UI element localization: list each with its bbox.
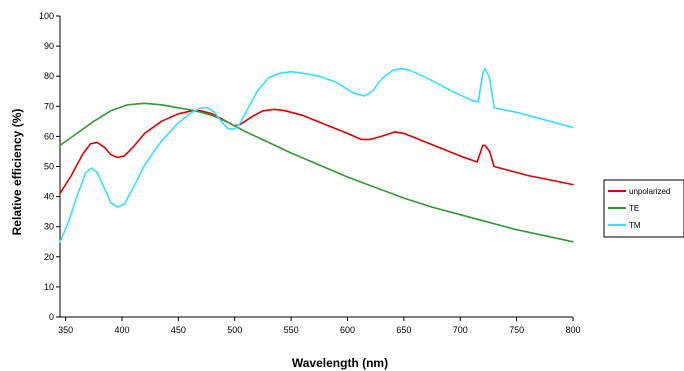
x-tick-label: 700: [453, 325, 468, 335]
y-tick-label: 20: [44, 252, 54, 262]
y-tick-label: 50: [44, 162, 54, 172]
series-line-unpolarized: [59, 108, 574, 195]
y-tick-label: 0: [49, 312, 54, 322]
legend: unpolarized TE TM: [603, 179, 684, 238]
y-tick-label: 90: [44, 41, 54, 51]
x-tick-label: 500: [227, 325, 242, 335]
legend-label: TE: [629, 204, 639, 213]
y-tick-label: 60: [44, 131, 54, 141]
y-tick-label: 40: [44, 192, 54, 202]
x-tick-label: 400: [114, 325, 129, 335]
y-tick-label: 80: [44, 71, 54, 81]
x-axis-title: Wavelength (nm): [292, 356, 388, 370]
x-tick-label: 650: [396, 325, 411, 335]
y-tick-label: 30: [44, 222, 54, 232]
legend-label: unpolarized: [629, 187, 670, 196]
x-tick-label: 800: [565, 325, 580, 335]
y-tick-label: 70: [44, 101, 54, 111]
x-tick-label: 350: [58, 325, 73, 335]
legend-label: TM: [629, 221, 641, 230]
series-line-tm: [59, 67, 574, 243]
y-axis-title: Relative efficiency (%): [10, 109, 24, 236]
x-tick-label: 550: [284, 325, 299, 335]
x-tick-label: 450: [171, 325, 186, 335]
x-tick-label: 750: [509, 325, 524, 335]
x-axis-ticks: 350 400 450 500 550 600 650 700 750 800: [58, 317, 581, 335]
y-tick-label: 10: [44, 282, 54, 292]
series-line-te: [59, 102, 574, 243]
y-axis-ticks: 0 10 20 30 40 50 60 70 80 90 100: [39, 11, 60, 322]
y-tick-label: 100: [39, 11, 54, 21]
series-lines: [59, 67, 574, 243]
x-tick-label: 600: [340, 325, 355, 335]
